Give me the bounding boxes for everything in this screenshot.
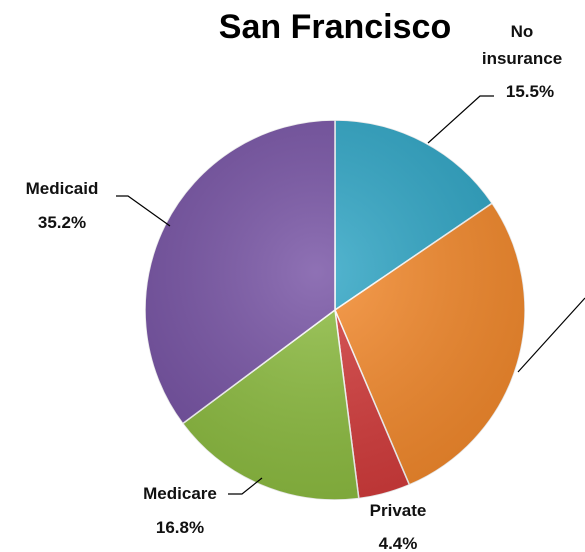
chart-title: San Francisco [218,8,452,46]
category-label: Medicare [143,484,217,503]
category-label: Private [369,501,427,520]
value-label: 35.2% [37,213,87,232]
category-label: No insurance [481,22,563,68]
leader-line [427,95,494,144]
leader-line [228,477,263,495]
leader-line [116,195,171,227]
value-label: 4.4% [378,534,418,552]
leader-line [517,297,585,373]
category-label: Medicaid [25,179,99,198]
value-label: 16.8% [155,518,205,537]
value-label: 15.5% [505,82,555,101]
